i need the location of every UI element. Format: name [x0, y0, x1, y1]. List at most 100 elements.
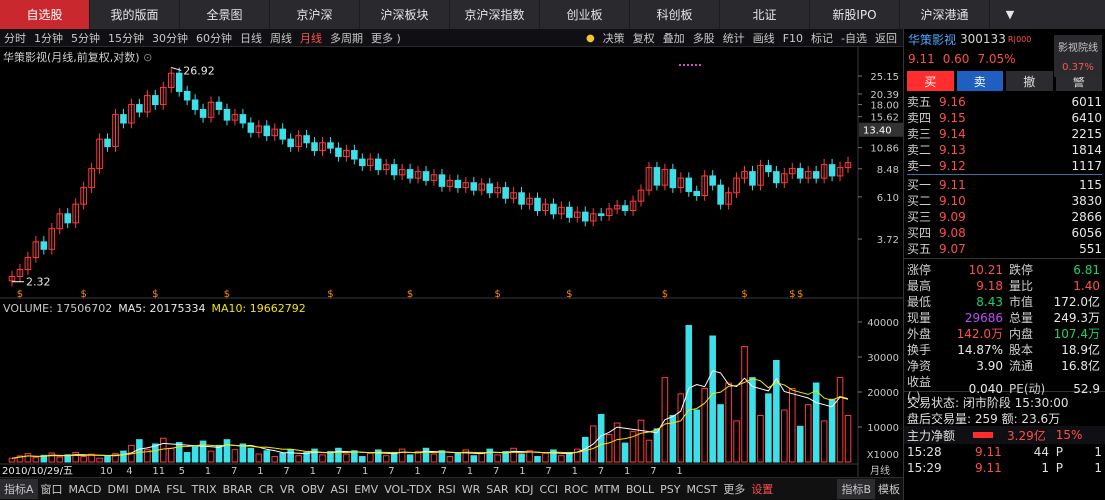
tab-cci[interactable]: CCI — [539, 482, 559, 496]
tool-multi-stock[interactable]: 多股 — [692, 32, 715, 45]
tab-sar[interactable]: SAR — [486, 482, 509, 496]
bid-volume: 2866 — [1071, 209, 1102, 224]
volume-bar — [215, 444, 223, 463]
tab-vol-tdx[interactable]: VOL-TDX — [384, 482, 432, 496]
candle-body — [175, 72, 183, 92]
volume-bar — [16, 455, 24, 463]
ask-label: 卖三 — [907, 127, 932, 141]
period-timeshare[interactable]: 分时 — [4, 31, 26, 45]
tab-psy[interactable]: PSY — [660, 482, 681, 496]
nav-item-sector[interactable]: 沪深板块 — [360, 0, 450, 29]
period-60min[interactable]: 60分钟 — [196, 31, 232, 45]
tab-roc[interactable]: ROC — [564, 482, 589, 496]
max-marker — [171, 66, 182, 71]
candle-body — [48, 228, 56, 250]
nav-item-star[interactable]: 科创板 — [630, 0, 720, 29]
tool-back[interactable]: 返回 — [875, 32, 897, 45]
signal-dot — [699, 64, 701, 66]
cancel-order-button[interactable]: 撤 — [1006, 71, 1053, 91]
tab-obv[interactable]: OBV — [301, 482, 325, 496]
nav-item-watchlist[interactable]: 自选股 — [0, 0, 90, 29]
candle-body — [414, 171, 422, 179]
period-1min[interactable]: 1分钟 — [34, 31, 63, 45]
main-fund-amount: 3.29亿 — [1007, 428, 1046, 443]
current-price-label: 13.40 — [863, 126, 892, 137]
tab-indicator-a[interactable]: 指标A — [0, 479, 38, 499]
tab-kdj[interactable]: KDJ — [514, 482, 534, 496]
tick-row: 15:29 9.11 1 P 1 — [907, 460, 1102, 476]
candle-body — [558, 206, 565, 215]
tab-template[interactable]: 模板 — [878, 483, 900, 496]
candle-body — [812, 171, 820, 179]
tab-trix[interactable]: TRIX — [191, 482, 217, 496]
tab-window[interactable]: 窗口 — [40, 483, 63, 496]
sell-button[interactable]: 卖 — [956, 71, 1003, 91]
tab-cr[interactable]: CR — [258, 482, 274, 496]
volume-bar — [605, 434, 613, 463]
tab-more[interactable]: 更多 — [723, 483, 746, 496]
sector-tag[interactable]: 影视院线 0.37% — [1054, 35, 1102, 77]
period-daily[interactable]: 日线 — [240, 31, 262, 45]
chart-title: 华策影视(月线,前复权,对数) ⊙ — [3, 49, 152, 65]
tool-decision[interactable]: 决策 — [602, 32, 625, 45]
nav-item-hk-connect[interactable]: 沪深港通 — [900, 0, 990, 29]
tab-emv[interactable]: EMV — [354, 482, 379, 496]
tab-brar[interactable]: BRAR — [222, 482, 253, 496]
candle-body — [80, 187, 87, 205]
stock-code: 300133 — [960, 32, 1006, 46]
period-multi[interactable]: 多周期 — [330, 31, 363, 45]
period-30min[interactable]: 30分钟 — [152, 31, 188, 45]
tab-dma[interactable]: DMA — [134, 482, 161, 496]
chart-settings-icon[interactable]: ⊙ — [143, 51, 153, 64]
volume-bar — [589, 425, 597, 463]
tab-macd[interactable]: MACD — [68, 482, 102, 496]
period-weekly[interactable]: 周线 — [270, 31, 292, 45]
tab-fsl[interactable]: FSL — [166, 482, 186, 496]
candle-body — [207, 101, 215, 118]
tab-wr[interactable]: WR — [461, 482, 481, 496]
kline-chart[interactable]: 25.15 20.39 18.00 15.62 10.86 8.48 6.10 3.72 13.… — [0, 47, 903, 477]
tab-settings[interactable]: 设置 — [751, 483, 774, 496]
tool-draw[interactable]: 画线 — [752, 32, 775, 45]
candle-body — [366, 158, 374, 167]
decision-bulb-icon[interactable]: ● — [585, 32, 595, 44]
bid-price: 9.08 — [939, 225, 966, 240]
period-5min[interactable]: 5分钟 — [71, 31, 100, 45]
buy-button[interactable]: 买 — [907, 71, 954, 91]
period-more[interactable]: 更多 ) — [371, 31, 401, 45]
tab-vr[interactable]: VR — [279, 482, 296, 496]
tool-stats[interactable]: 统计 — [722, 32, 745, 45]
volume-bar — [446, 456, 454, 463]
period-15min[interactable]: 15分钟 — [108, 31, 144, 45]
nav-item-index[interactable]: 京沪深指数 — [450, 0, 540, 29]
tab-rsi[interactable]: RSI — [437, 482, 456, 496]
tab-indicator-b[interactable]: 指标B — [837, 479, 875, 499]
volume-bar — [820, 420, 828, 463]
nav-item-panorama[interactable]: 全景图 — [180, 0, 270, 29]
tab-mcst[interactable]: MCST — [686, 482, 718, 496]
nav-item-bj-sh-sz[interactable]: 京沪深 — [270, 0, 360, 29]
nav-item-chinext[interactable]: 创业板 — [540, 0, 630, 29]
y-tick-label: 8.48 — [877, 165, 899, 176]
nav-dropdown-icon[interactable]: ▼ — [1005, 8, 1015, 21]
main-fund-row[interactable]: 主力净额 3.29亿 15% — [904, 426, 1105, 444]
tool-f10[interactable]: F10 — [782, 31, 804, 45]
bid-label: 买三 — [907, 210, 932, 224]
tool-overlay[interactable]: 叠加 — [662, 32, 685, 45]
tab-asi[interactable]: ASI — [330, 482, 349, 496]
nav-item-ipo[interactable]: 新股IPO — [810, 0, 900, 29]
candle-body — [478, 183, 486, 191]
tool-mark[interactable]: 标记 — [811, 32, 834, 45]
tab-dmi[interactable]: DMI — [107, 482, 129, 496]
tool-remove-watch[interactable]: -自选 — [841, 32, 867, 45]
stat-label: 股本 — [1009, 343, 1034, 357]
nav-item-bse[interactable]: 北证 — [720, 0, 810, 29]
nav-item-my-layout[interactable]: 我的版面 — [90, 0, 180, 29]
volume-bar — [24, 453, 32, 463]
period-monthly[interactable]: 月线 — [300, 31, 322, 45]
tab-mtm[interactable]: MTM — [594, 482, 620, 496]
tab-boll[interactable]: BOLL — [625, 482, 655, 496]
candle-body — [773, 171, 780, 184]
tool-adjust[interactable]: 复权 — [632, 32, 655, 45]
